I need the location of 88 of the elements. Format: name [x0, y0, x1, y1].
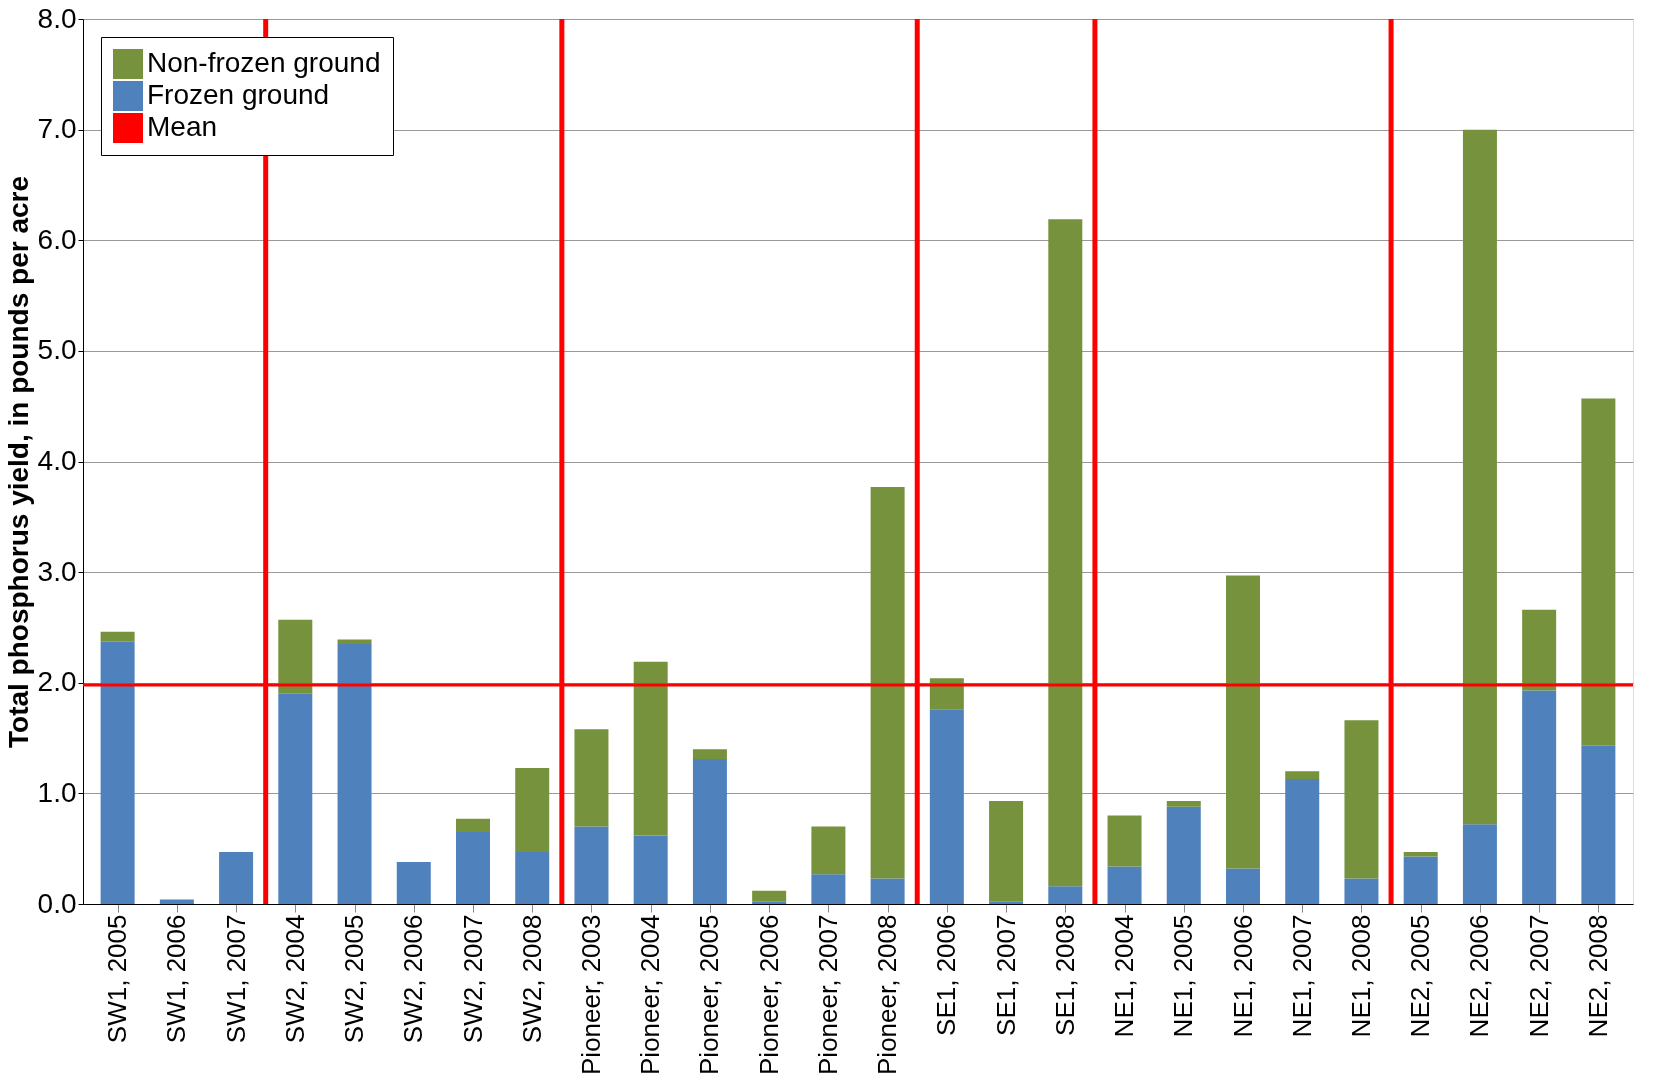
bar — [929, 678, 964, 710]
bar — [752, 890, 787, 902]
bar — [159, 899, 194, 904]
bar — [1166, 801, 1201, 807]
bar — [1166, 806, 1201, 904]
bar — [929, 709, 964, 904]
x-tick-label: SW1, 2006 — [161, 914, 192, 1044]
bar — [1226, 868, 1260, 904]
bar — [278, 619, 313, 694]
bar — [337, 644, 372, 904]
bar — [574, 729, 609, 827]
x-tick-label: Pioneer, 2007 — [812, 914, 843, 1075]
bar — [752, 901, 787, 904]
x-tick-label: SE1, 2006 — [931, 914, 962, 1036]
bar — [396, 861, 431, 904]
y-tick-label: 2.0 — [37, 666, 77, 698]
x-tick-label: SW2, 2004 — [279, 914, 310, 1044]
x-tick-label: SW2, 2005 — [339, 914, 370, 1044]
bar — [278, 693, 313, 904]
bar — [1048, 886, 1083, 904]
x-tick-label: Pioneer, 2005 — [694, 914, 725, 1075]
x-tick-label: Pioneer, 2008 — [872, 914, 903, 1075]
x-tick-label: Pioneer, 2004 — [635, 914, 666, 1075]
bar — [633, 835, 668, 904]
bar — [100, 631, 135, 642]
x-tick-label: NE2, 2007 — [1523, 914, 1554, 1038]
x-tick-label: NE2, 2006 — [1464, 914, 1495, 1038]
x-tick-label: SW2, 2008 — [516, 914, 547, 1044]
bar — [692, 749, 727, 760]
bar — [515, 767, 550, 853]
x-tick-label: NE1, 2004 — [1109, 914, 1140, 1038]
bar — [456, 818, 490, 833]
bar — [456, 832, 490, 904]
x-tick-label: Pioneer, 2006 — [753, 914, 784, 1075]
bar — [1344, 720, 1379, 879]
bar — [1522, 609, 1557, 691]
legend-label: Non-frozen ground — [147, 47, 381, 78]
bar — [1344, 878, 1379, 904]
y-tick-label: 1.0 — [37, 776, 77, 808]
bar — [1285, 778, 1320, 904]
x-tick-label: SE1, 2007 — [990, 914, 1021, 1036]
legend-label: Frozen ground — [147, 79, 330, 110]
bar — [515, 852, 550, 904]
x-tick-label: NE1, 2007 — [1286, 914, 1317, 1038]
x-tick-label: SW2, 2006 — [398, 914, 429, 1044]
bar — [1462, 129, 1497, 825]
x-tick-label: NE1, 2006 — [1227, 914, 1258, 1038]
bar — [989, 801, 1024, 902]
y-tick-label: 4.0 — [37, 445, 77, 476]
y-axis-title: Total phosphorus yield, in pounds per acre — [2, 176, 34, 748]
bar — [811, 874, 846, 904]
x-tick-label: NE2, 2005 — [1405, 914, 1436, 1038]
x-tick-label: NE2, 2008 — [1582, 914, 1613, 1038]
bar — [1048, 219, 1083, 887]
x-tick-label: SW1, 2007 — [220, 914, 251, 1044]
y-tick-label: 0.0 — [37, 887, 77, 919]
bar — [1522, 690, 1557, 904]
bar — [1581, 398, 1616, 746]
bar — [1107, 815, 1142, 867]
bar — [1107, 866, 1142, 904]
bar — [811, 826, 846, 875]
bar — [100, 641, 135, 904]
y-tick-label: 8.0 — [37, 2, 77, 34]
bar — [1285, 771, 1320, 779]
x-tick-label: SW1, 2005 — [102, 914, 133, 1044]
bar — [337, 639, 372, 645]
legend-label: Mean — [147, 111, 218, 142]
x-tick-label: SW2, 2007 — [457, 914, 488, 1044]
y-tick-label: 7.0 — [37, 113, 77, 145]
bar — [692, 759, 727, 904]
y-tick-label: 6.0 — [37, 223, 77, 255]
bar — [989, 901, 1024, 904]
y-tick-label: 3.0 — [37, 555, 77, 587]
bar — [1581, 745, 1616, 904]
bar — [1403, 856, 1438, 904]
bar — [574, 826, 609, 904]
bar — [633, 661, 668, 836]
y-tick-label: 5.0 — [37, 334, 77, 366]
x-tick-label: NE1, 2005 — [1168, 914, 1199, 1038]
bar — [219, 852, 254, 904]
bar — [1226, 575, 1260, 869]
bar — [1462, 824, 1497, 904]
bar — [870, 486, 905, 879]
x-tick-label: SE1, 2008 — [1049, 914, 1080, 1036]
x-tick-label: NE1, 2008 — [1345, 914, 1376, 1038]
x-tick-label: Pioneer, 2003 — [575, 914, 606, 1075]
bar — [870, 878, 905, 904]
bar — [1403, 852, 1438, 857]
